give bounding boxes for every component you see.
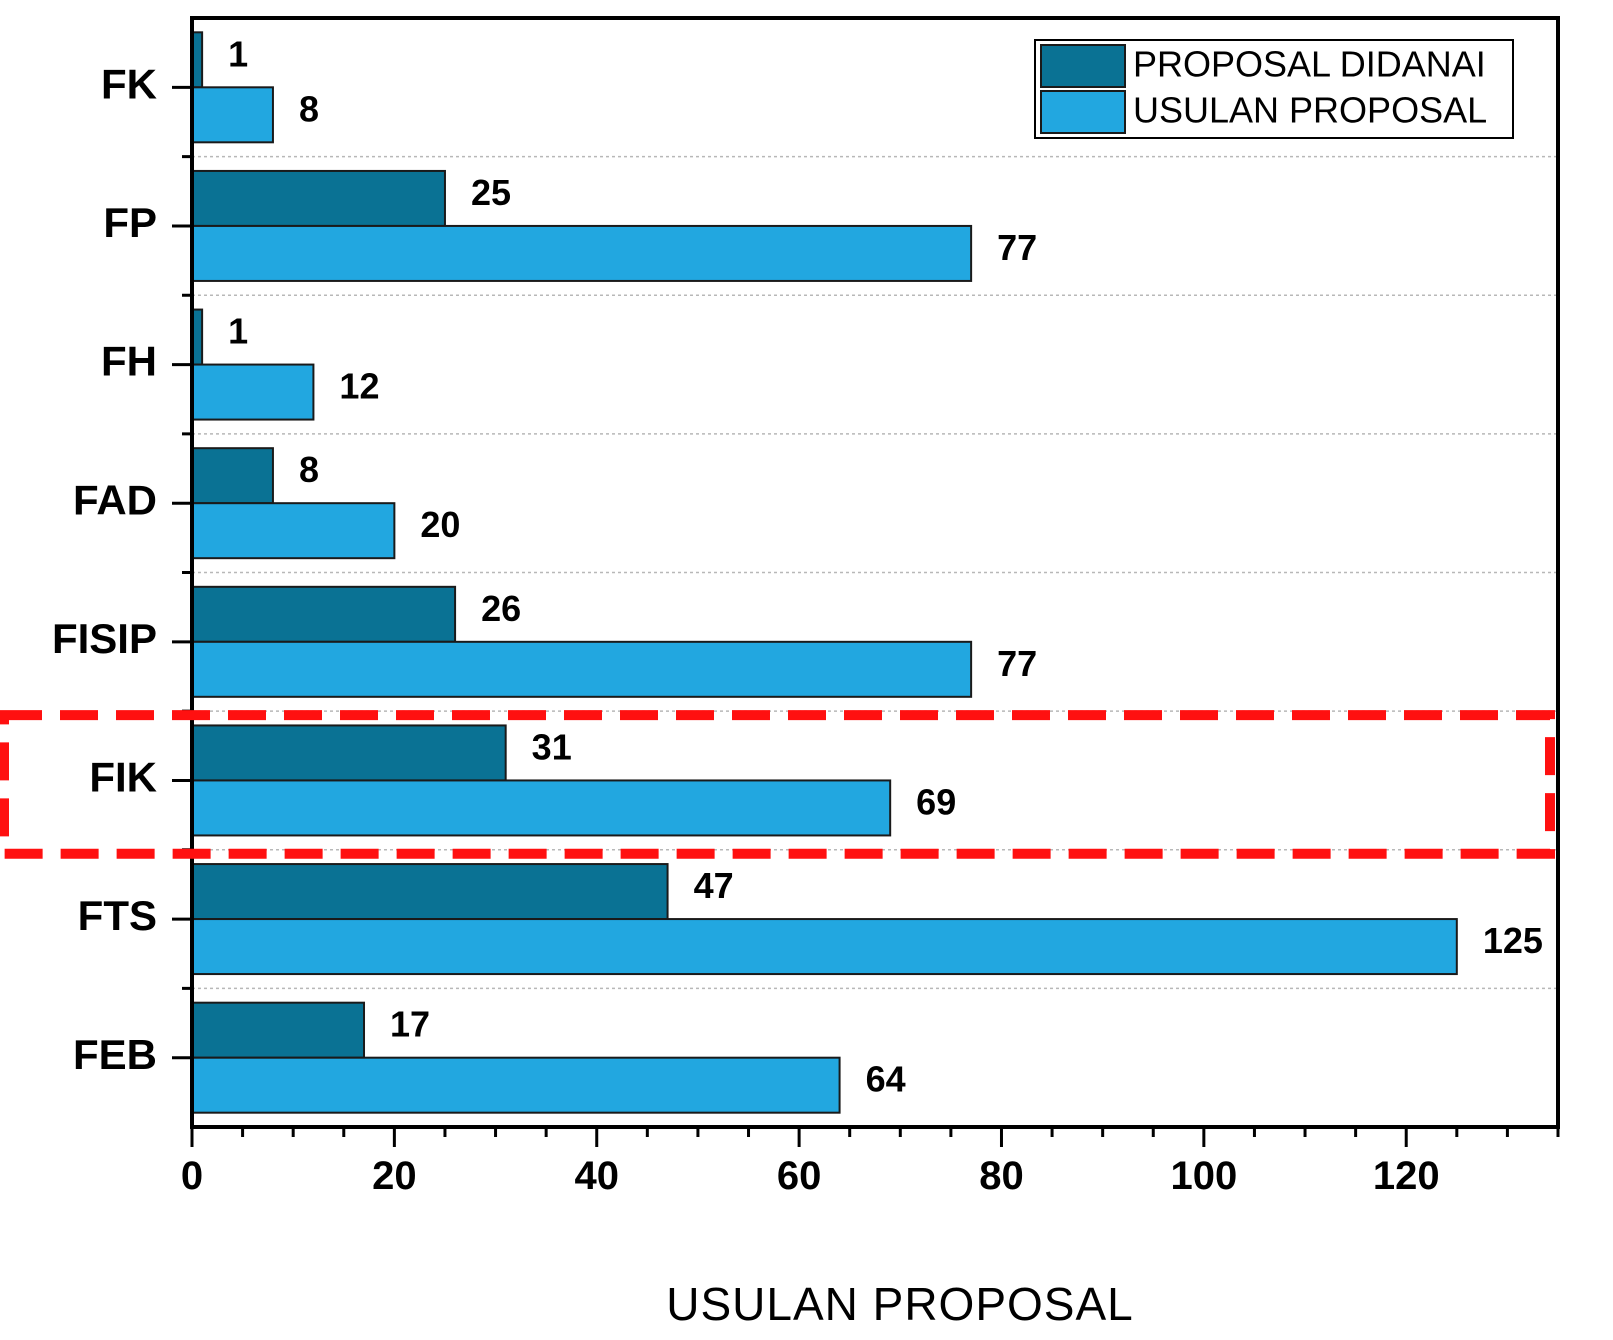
data-label: 26 [481, 588, 521, 629]
data-label: 77 [997, 643, 1037, 684]
bar-fts-didanai [191, 863, 669, 921]
data-label: 12 [339, 366, 379, 407]
data-label: 125 [1483, 920, 1543, 961]
bar-fad-usulan [191, 502, 396, 560]
bar-feb-usulan [191, 1056, 841, 1114]
y-tick-label: FP [103, 199, 157, 246]
bar-feb-didanai [191, 1001, 366, 1059]
data-label: 77 [997, 227, 1037, 268]
legend-swatch [1040, 90, 1126, 134]
legend-label: USULAN PROPOSAL [1133, 90, 1487, 131]
legend-label: PROPOSAL DIDANAI [1133, 44, 1486, 85]
bar-fh-usulan [191, 363, 315, 421]
plot-frame [190, 16, 1560, 1129]
bar-fisip-didanai [191, 585, 457, 643]
data-label: 1 [228, 311, 248, 352]
y-tick-label: FK [101, 60, 157, 107]
data-label: 17 [390, 1004, 430, 1045]
y-tick-label: FIK [89, 754, 157, 801]
y-tick-label: FTS [78, 892, 157, 939]
bar-fp-didanai [191, 169, 446, 227]
legend-swatch [1040, 44, 1126, 88]
y-tick-label: FEB [73, 1031, 157, 1078]
x-axis-title: USULAN PROPOSAL [666, 1278, 1133, 1330]
data-label: 20 [420, 504, 460, 545]
data-label: 64 [866, 1059, 906, 1100]
bar-fk-usulan [191, 86, 274, 144]
x-tick-label: 100 [1170, 1154, 1237, 1198]
x-tick-label: 0 [181, 1154, 203, 1198]
x-tick-label: 120 [1373, 1154, 1440, 1198]
bar-fik-didanai [191, 724, 507, 782]
bar-fts-usulan [191, 918, 1458, 976]
x-tick-label: 20 [372, 1154, 417, 1198]
data-label: 47 [694, 865, 734, 906]
x-tick-label: 80 [979, 1154, 1024, 1198]
bar-fisip-usulan [191, 640, 973, 698]
data-label: 1 [228, 33, 248, 74]
data-label: 69 [916, 781, 956, 822]
legend: PROPOSAL DIDANAI USULAN PROPOSAL [1034, 39, 1514, 139]
data-label: 8 [299, 449, 319, 490]
bar-fad-didanai [191, 447, 274, 505]
bars [191, 31, 1458, 1114]
data-label: 8 [299, 88, 319, 129]
bar-fik-usulan [191, 779, 892, 837]
bar-fp-usulan [191, 224, 973, 282]
x-tick-label: 60 [777, 1154, 822, 1198]
x-tick-label: 40 [574, 1154, 619, 1198]
y-tick-label: FISIP [52, 615, 157, 662]
data-label: 25 [471, 172, 511, 213]
data-label: 31 [532, 726, 572, 767]
y-tick-label: FH [101, 338, 157, 385]
data-labels: 1 8 25 77 1 12 8 20 26 77 31 69 47 125 17 64 [228, 33, 1543, 1099]
y-tick-label: FAD [73, 476, 157, 523]
